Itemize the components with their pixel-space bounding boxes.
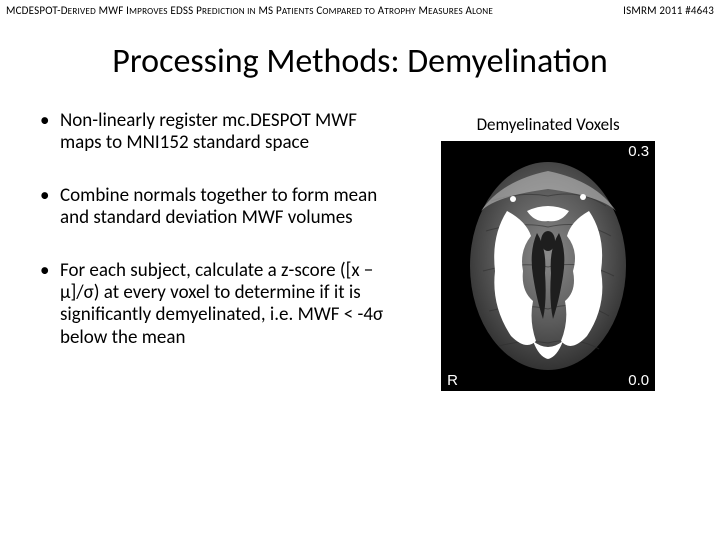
figure-column: Demyelinated Voxels [404, 110, 692, 396]
bullet-list: Non-linearly register mc.DESPOT MWF maps… [38, 110, 388, 349]
slide-title: Processing Methods: Demyelination [0, 41, 720, 82]
figure-caption: Demyelinated Voxels [404, 114, 692, 135]
orientation-label: R [447, 372, 458, 389]
header-right: ISMRM 2011 #4643 [623, 4, 714, 17]
content-area: Non-linearly register mc.DESPOT MWF maps… [0, 110, 720, 396]
header-left: MCDESPOT-DERIVED MWF IMPROVES EDSS PREDI… [6, 4, 493, 17]
colorbar-bottom-label: 0.0 [628, 372, 649, 389]
bullet-item: For each subject, calculate a z-score ([… [38, 260, 388, 350]
bullet-item: Non-linearly register mc.DESPOT MWF maps… [38, 110, 388, 155]
bullet-item: Combine normals together to form mean an… [38, 185, 388, 230]
bullet-column: Non-linearly register mc.DESPOT MWF maps… [38, 110, 404, 396]
brain-figure: 0.3 0.0 R [441, 141, 655, 391]
brain-svg [441, 141, 655, 391]
colorbar-top-label: 0.3 [628, 143, 649, 160]
